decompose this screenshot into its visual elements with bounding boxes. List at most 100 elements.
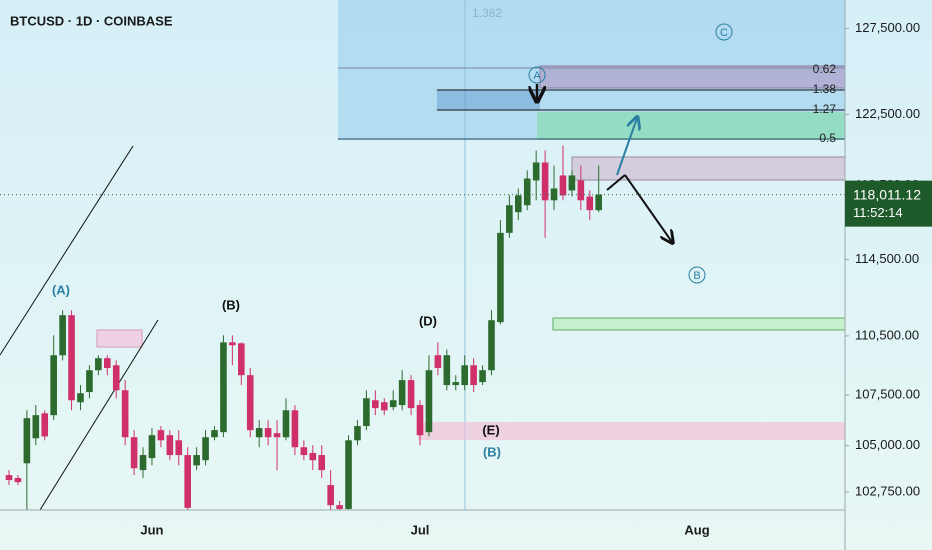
candle-body bbox=[416, 405, 424, 436]
candle-body bbox=[291, 410, 299, 448]
candle-body bbox=[5, 475, 13, 481]
candle-body bbox=[103, 358, 111, 369]
y-tick-label: 102,750.00 bbox=[855, 484, 920, 499]
candle-body bbox=[77, 393, 84, 403]
candle-body bbox=[372, 400, 379, 409]
candle-body bbox=[193, 455, 200, 466]
circle-label-ring bbox=[688, 266, 706, 284]
y-tick-label: 110,500.00 bbox=[855, 327, 919, 342]
candle-body bbox=[139, 455, 147, 471]
wave-label: (D) bbox=[419, 313, 437, 328]
candle-body bbox=[488, 320, 495, 371]
wave-label: (A) bbox=[52, 282, 70, 297]
wave-label: (B) bbox=[483, 444, 501, 459]
x-tick-label: Jul bbox=[411, 522, 430, 537]
candles bbox=[0, 145, 845, 510]
zone bbox=[418, 422, 845, 440]
candle-body bbox=[506, 205, 513, 233]
trend-line bbox=[39, 319, 159, 511]
wave-label: (E) bbox=[482, 422, 499, 437]
overlay: A B C (A) (B) (D) (E) (B) 1.382 0.62 1.3… bbox=[52, 6, 836, 459]
candle-body bbox=[59, 315, 66, 356]
candle-body bbox=[550, 188, 558, 201]
candle-body bbox=[354, 426, 361, 441]
candle-body bbox=[273, 433, 281, 438]
candle-body bbox=[577, 180, 585, 201]
candle-body bbox=[407, 380, 415, 409]
candle-body bbox=[121, 390, 129, 438]
trend-line bbox=[0, 145, 134, 356]
price-tag-label: 118,011.12 bbox=[853, 186, 921, 202]
candle-body bbox=[470, 365, 477, 386]
zone bbox=[539, 65, 846, 89]
candle-body bbox=[300, 447, 308, 456]
candle-body bbox=[166, 435, 174, 456]
candle-body bbox=[595, 194, 603, 211]
candle-body bbox=[389, 400, 397, 408]
candle-body bbox=[41, 413, 49, 437]
candle-body bbox=[184, 455, 192, 508]
x-tick-label: Jun bbox=[140, 522, 163, 537]
wave-label: (B) bbox=[222, 297, 240, 312]
price-tag bbox=[845, 180, 932, 227]
candle-body bbox=[130, 437, 138, 469]
circle-label: A bbox=[533, 70, 541, 82]
axes: 127,500.00122,500.00118,500.00114,500.00… bbox=[140, 20, 932, 537]
candle-body bbox=[497, 232, 504, 323]
candle-body bbox=[318, 455, 326, 471]
fib-label: 0.62 bbox=[813, 62, 837, 76]
candle-body bbox=[68, 315, 75, 401]
candle-body bbox=[532, 162, 540, 181]
candle-body bbox=[246, 375, 254, 431]
drawings bbox=[0, 0, 846, 511]
zone bbox=[537, 112, 845, 140]
candle-body bbox=[238, 343, 245, 376]
zone bbox=[552, 317, 846, 331]
candle-body bbox=[523, 178, 531, 206]
fib-label: 1.27 bbox=[813, 102, 837, 116]
y-tick-label: 114,500.00 bbox=[855, 251, 919, 266]
candle-body bbox=[32, 415, 40, 439]
candle-body bbox=[23, 418, 31, 464]
candle-body bbox=[345, 440, 352, 509]
arrow bbox=[624, 174, 672, 242]
candle-body bbox=[443, 355, 451, 386]
candle-body bbox=[461, 365, 468, 386]
candle-body bbox=[95, 358, 102, 371]
zone bbox=[96, 329, 143, 348]
candle-body bbox=[363, 398, 370, 427]
candle-body bbox=[175, 440, 183, 456]
chart-title: BTCUSD · 1D · COINBASE bbox=[10, 13, 173, 28]
candle-body bbox=[452, 382, 460, 386]
candle-body bbox=[586, 196, 594, 211]
y-tick-label: 122,500.00 bbox=[855, 106, 920, 121]
candle-body bbox=[514, 195, 522, 213]
candle-body bbox=[479, 370, 486, 383]
fib-label: 1.38 bbox=[813, 82, 837, 96]
candle-body bbox=[541, 162, 549, 201]
candle-body bbox=[425, 370, 433, 433]
candle-body bbox=[380, 402, 388, 411]
candle-body bbox=[559, 175, 567, 196]
candle-body bbox=[157, 430, 165, 441]
x-tick-label: Aug bbox=[684, 522, 709, 537]
y-tick-label: 107,500.00 bbox=[855, 386, 920, 401]
candle-body bbox=[309, 452, 317, 461]
candle-body bbox=[229, 342, 236, 346]
circle-label-ring bbox=[715, 23, 733, 41]
candle-body bbox=[327, 485, 334, 506]
candle-body bbox=[434, 355, 442, 369]
circle-label: B bbox=[693, 270, 700, 282]
fib-label: 1.382 bbox=[472, 6, 502, 20]
arrow bbox=[606, 174, 626, 191]
zone bbox=[437, 90, 540, 110]
y-tick-label: 127,500.00 bbox=[855, 20, 920, 35]
candle-body bbox=[211, 430, 218, 438]
candle-body bbox=[86, 370, 93, 393]
candle-body bbox=[336, 505, 343, 509]
candle-body bbox=[148, 435, 156, 459]
candle-body bbox=[264, 428, 272, 438]
